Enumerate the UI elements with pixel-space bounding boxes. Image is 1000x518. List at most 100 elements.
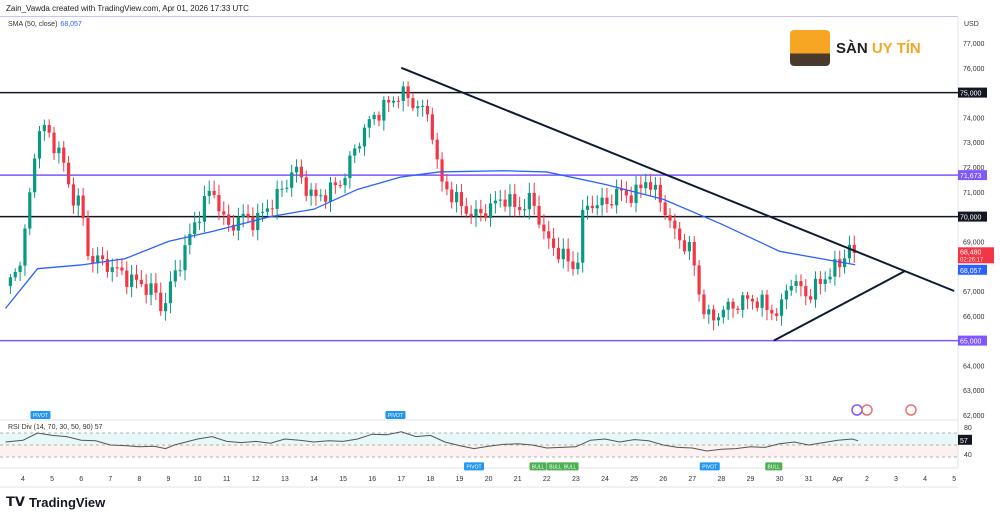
candle-body [784,290,788,300]
y-tick-label: 76,000 [963,66,985,73]
candle-body [18,265,22,272]
candle-body [823,279,827,284]
candle-body [290,172,294,188]
signal-marker [529,462,547,471]
candle-body [464,206,468,214]
candle-body [498,199,502,201]
candle-body [716,317,721,321]
candle-body [149,283,153,295]
candle-body [838,259,842,268]
candle-body [33,158,37,193]
candle-body [663,202,667,216]
candle-body [765,294,769,310]
y-tick-label: 62,000 [963,413,985,420]
sma-legend[interactable]: SMA (50, close) 68,057 [8,21,82,28]
x-tick-label: 10 [194,476,202,483]
candle-body [556,247,561,260]
candle-body [159,292,163,312]
tradingview-logo-icon: 𝗧𝗩 [6,494,25,509]
candle-body [721,309,725,318]
candle-body [760,294,764,308]
candle-body [702,294,706,315]
candle-body [469,213,473,217]
y-tick-label: 77,000 [963,41,985,48]
bar-countdown: 02:26:17 [960,257,984,263]
rsi-value-tag [958,434,972,445]
signal-marker [464,462,485,471]
candle-body [644,182,648,189]
candle-body [163,303,168,312]
candle-body [852,244,856,253]
candle-body [333,182,337,186]
candle-body [236,217,240,231]
x-tick-label: 2 [865,476,869,483]
candle-body [256,212,260,231]
candle-body [120,267,124,271]
candle-body [712,309,716,321]
candle-body [28,192,32,229]
candle-body [624,190,628,196]
candle-body [294,166,299,173]
price-chart[interactable]: USD 77,000 76,000 74,000 73,000 72,000 71,000 6… [0,0,1000,490]
candle-body [493,200,497,204]
candle-body [639,184,643,189]
candle-body [610,204,614,206]
y-tick-label: 63,000 [963,388,985,395]
candle-body [353,148,357,156]
rsi-upper-fill [0,433,958,445]
candle-body [406,86,410,99]
candle-body [818,278,822,284]
x-tick-label: 19 [456,476,464,483]
candle-body [173,270,177,282]
y-tick-label: 69,000 [963,239,985,246]
tradingview-brand[interactable]: 𝗧𝗩 TradingView [6,494,105,510]
candle-body [678,228,682,241]
x-tick-label: 16 [368,476,376,483]
candle-body [401,86,405,102]
signal-marker-text: PIVOT [467,464,482,470]
candle-body [522,209,527,211]
candle-body [619,188,624,191]
candle-body [178,270,182,272]
candle-body [251,216,255,231]
y-tick-label: 74,000 [963,115,985,122]
candle-body [508,194,512,207]
candle-body [741,295,745,310]
x-tick-label: 4 [21,476,25,483]
candle-body [246,213,250,217]
candle-body [590,205,594,209]
x-tick-label: 18 [427,476,435,483]
candle-body [100,255,105,260]
candle-body [387,99,391,103]
x-tick-label: 5 [952,476,956,483]
candle-body [57,147,61,154]
attribution: Zain_Vawda created with TradingView.com,… [6,4,249,13]
candle-body [134,274,139,280]
logo-text-1: SÀN [836,39,868,57]
x-tick-label: 13 [281,476,289,483]
divider [0,16,958,17]
signal-marker-text: PIVOT [702,464,717,470]
x-tick-label: 28 [718,476,726,483]
candle-body [789,285,793,291]
candle-body [653,184,658,190]
y-tick-label: 73,000 [963,140,985,147]
signal-marker [547,462,565,471]
candle-body [634,184,638,203]
candle-body [799,281,803,287]
logo-icon [790,30,830,66]
candle-body [847,244,852,259]
signal-marker-text: BULL [564,464,577,470]
candle-body [207,190,211,196]
candle-body [76,195,80,206]
x-tick-label: 3 [894,476,898,483]
candle-body [367,119,371,128]
candle-body [309,189,313,196]
candle-body [450,189,454,203]
signal-marker [30,411,51,419]
candle-body [197,221,202,223]
candle-body [115,267,119,269]
candle-body [52,132,56,154]
level-tag [958,211,987,222]
logo-text-2: UY TÍN [871,39,921,57]
